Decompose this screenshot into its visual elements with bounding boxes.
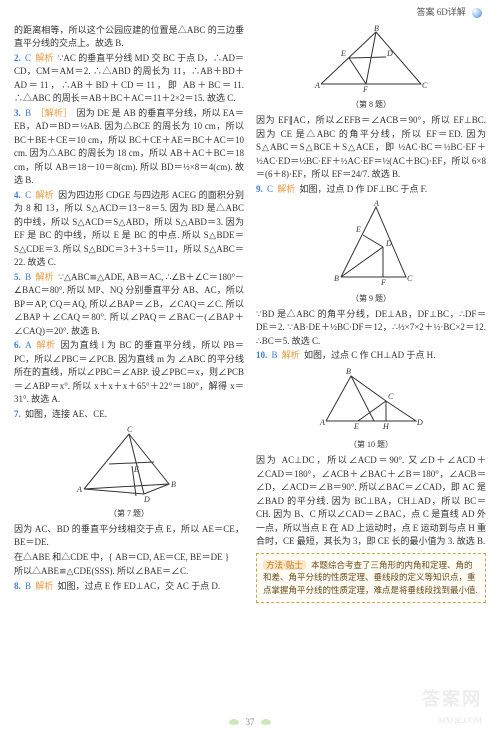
figure-8: A B C E D F （第 8 题）: [256, 24, 486, 112]
tip-head: 方法·贴士: [263, 560, 306, 570]
q2-num: 2.: [14, 53, 21, 63]
svg-text:C: C: [127, 425, 133, 434]
svg-text:C: C: [388, 392, 394, 401]
q9-expl: 解析: [277, 184, 295, 194]
svg-text:A: A: [373, 199, 379, 208]
svg-text:D: D: [386, 49, 393, 58]
q4-expl: 解析: [36, 190, 54, 200]
header-title: 答案 6D详解: [417, 7, 466, 17]
q10-ans: B: [272, 350, 278, 360]
q9-pre: 如图，过点 D 作 DF⊥BC 于点 F.: [300, 184, 428, 194]
q9-num: 9.: [256, 184, 263, 194]
figure-7: C A B D E （第 7 题）: [14, 424, 244, 520]
header-ball-icon: [472, 8, 482, 18]
q8-num: 8.: [14, 581, 21, 591]
svg-text:B: B: [346, 367, 351, 376]
q4-ans: C: [25, 190, 31, 200]
svg-text:E: E: [353, 422, 359, 431]
q8-expl: 解析: [35, 581, 53, 591]
q8-head: 8. B 解析 如图，过点 E 作 ED⊥AC，交 AC 于点 D.: [14, 580, 244, 594]
svg-text:E: E: [340, 49, 346, 58]
q7-cases: 在△ABE 和△CDE 中，{ AB＝CD, AE＝CE, BE＝DE }: [14, 551, 244, 565]
svg-text:C: C: [407, 274, 413, 283]
q3: 3. B ［解析］ 因为 DE 是 AB 的垂直平分线，所以 EA＝EB，AD＝…: [14, 107, 244, 188]
q6-expl: 解析: [36, 340, 55, 350]
content-columns: 的距离相等，所以这个公园应建的位置是△ABC 的三边垂直平分线的交点上。故选 B…: [0, 22, 500, 613]
leaf-left-icon: [229, 719, 239, 725]
q9-ans: C: [267, 184, 273, 194]
q3-ans: B: [25, 108, 31, 118]
figure-7-caption: （第 7 题）: [14, 508, 244, 520]
page-number-value: 37: [246, 717, 255, 727]
watermark: 答案网: [422, 686, 482, 713]
svg-text:F: F: [380, 278, 386, 287]
q10-head: 10. B 解析 如图，过点 C 作 CH⊥AD 于点 H.: [256, 349, 486, 363]
figure-9: A B C D E F （第 9 题）: [256, 199, 486, 305]
figure-10-caption: （第 10 题）: [256, 439, 486, 451]
svg-text:E: E: [355, 225, 361, 234]
svg-text:E: E: [133, 465, 139, 474]
q3-expl: ［解析］: [36, 108, 73, 118]
svg-text:D: D: [385, 239, 392, 248]
svg-text:B: B: [171, 480, 176, 489]
q10-num: 10.: [256, 350, 267, 360]
q10-pre: 如图，过点 C 作 CH⊥AD 于点 H.: [304, 350, 435, 360]
svg-text:B: B: [374, 24, 379, 33]
tip-box: 方法·贴士 本题综合考查了三角形的内角和定理、角的和差、角平分线的性质定理、垂线…: [256, 553, 486, 603]
col2-top: 所以△ABE≌△CDE(SSS). 所以∠BAE＝∠C.: [14, 565, 244, 579]
q8-pre: 如图，过点 E 作 ED⊥AC，交 AC 于点 D.: [58, 581, 221, 591]
q5-ans: B: [25, 272, 31, 282]
q7-num: 7.: [14, 409, 21, 419]
q8-ans: B: [25, 581, 31, 591]
q8-body: 因为 EF∥AC，所以∠EFB＝∠ACB＝90°，所以 EF⊥BC. 因为 CE…: [256, 114, 486, 182]
svg-text:F: F: [362, 85, 368, 94]
q5: 5. B 解析 ∵△ABC≌△ADE, AB＝AC, ∴∠B＋∠C＝180°－∠…: [14, 271, 244, 339]
q7-pre: 7. 如图，连接 AE、CE.: [14, 408, 244, 422]
q3-body: 因为 DE 是 AB 的垂直平分线，所以 EA＝EB，AD＝BD＝½AB. 因为…: [14, 108, 244, 186]
svg-text:H: H: [382, 422, 390, 431]
q10-expl: 解析: [282, 350, 300, 360]
q5-num: 5.: [14, 272, 21, 282]
figure-9-caption: （第 9 题）: [256, 293, 486, 305]
intro-para: 的距离相等，所以这个公园应建的位置是△ABC 的三边垂直平分线的交点上。故选 B…: [14, 24, 244, 51]
q4-body: 因为四边形 CDGE 与四边形 ACEG 的面积分别为 8 和 13，所以 S△…: [14, 190, 244, 268]
svg-text:A: A: [76, 485, 82, 494]
q5-expl: 解析: [36, 272, 54, 282]
q7-pre-text: 如图，连接 AE、CE.: [25, 409, 107, 419]
svg-text:A: A: [319, 418, 325, 427]
svg-text:B: B: [334, 274, 339, 283]
svg-text:D: D: [143, 495, 150, 502]
q6: 6. A 解析 因为直线 l 为 BC 的垂直平分线，所以 PB＝PC，所以∠P…: [14, 339, 244, 407]
leaf-right-icon: [261, 719, 271, 725]
q2: 2. C 解析 ∵AC 的垂直平分线 MD 交 BC 于点 D，∴AD＝CD，C…: [14, 52, 244, 106]
q4-num: 4.: [14, 190, 21, 200]
q7-after: 因为 AC、BD 的垂直平分线相交于点 E，所以 AE＝CE，BE＝DE.: [14, 523, 244, 550]
figure-10: B A C D E H （第 10 题）: [256, 366, 486, 452]
q6-ans: A: [25, 340, 32, 350]
q9-head: 9. C 解析 如图，过点 D 作 DF⊥BC 于点 F.: [256, 183, 486, 197]
q10-body: 因为 AC⊥DC，所以∠ACD＝90°. 又∠D＋∠ACD＋∠CAD＝180°，…: [256, 454, 486, 549]
q4: 4. C 解析 因为四边形 CDGE 与四边形 ACEG 的面积分别为 8 和 …: [14, 189, 244, 270]
page-header: 答案 6D详解: [0, 0, 500, 22]
svg-text:A: A: [314, 81, 320, 90]
svg-text:C: C: [422, 81, 428, 90]
svg-text:D: D: [416, 418, 423, 427]
q2-expl: 解析: [35, 53, 53, 63]
q3-num: 3.: [14, 108, 21, 118]
q2-ans: C: [25, 53, 31, 63]
figure-8-caption: （第 8 题）: [256, 99, 486, 111]
q6-num: 6.: [14, 340, 21, 350]
q9-body: ∵BD 是△ABC 的角平分线，DE⊥AB，DF⊥BC，∴DF＝DE＝2. ∵A…: [256, 308, 486, 349]
page-number: 37: [0, 716, 500, 730]
